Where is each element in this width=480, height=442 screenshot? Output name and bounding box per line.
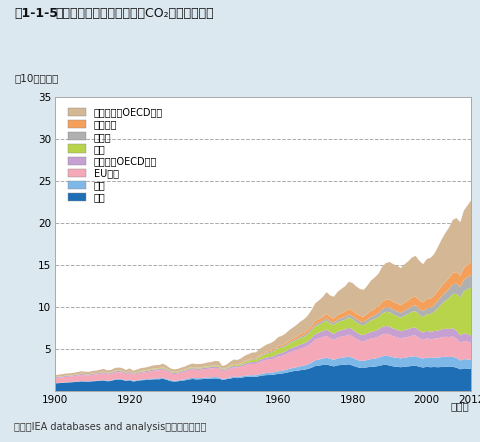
Text: 主要国別エネルギー起源CO₂排出量の推移: 主要国別エネルギー起源CO₂排出量の推移 — [55, 7, 214, 19]
Text: 図1-1-5: 図1-1-5 — [14, 7, 58, 19]
Text: （10億トン）: （10億トン） — [14, 73, 59, 83]
Text: （年）: （年） — [449, 401, 468, 412]
Text: 資料：IEA databases and analysisより環境省作成: 資料：IEA databases and analysisより環境省作成 — [14, 422, 206, 432]
Legend: その他の非OECD諸国, 中東地域, インド, 中国, その他のOECD諸国, EU諸国, 日本, 米国: その他の非OECD諸国, 中東地域, インド, 中国, その他のOECD諸国, … — [64, 103, 166, 206]
